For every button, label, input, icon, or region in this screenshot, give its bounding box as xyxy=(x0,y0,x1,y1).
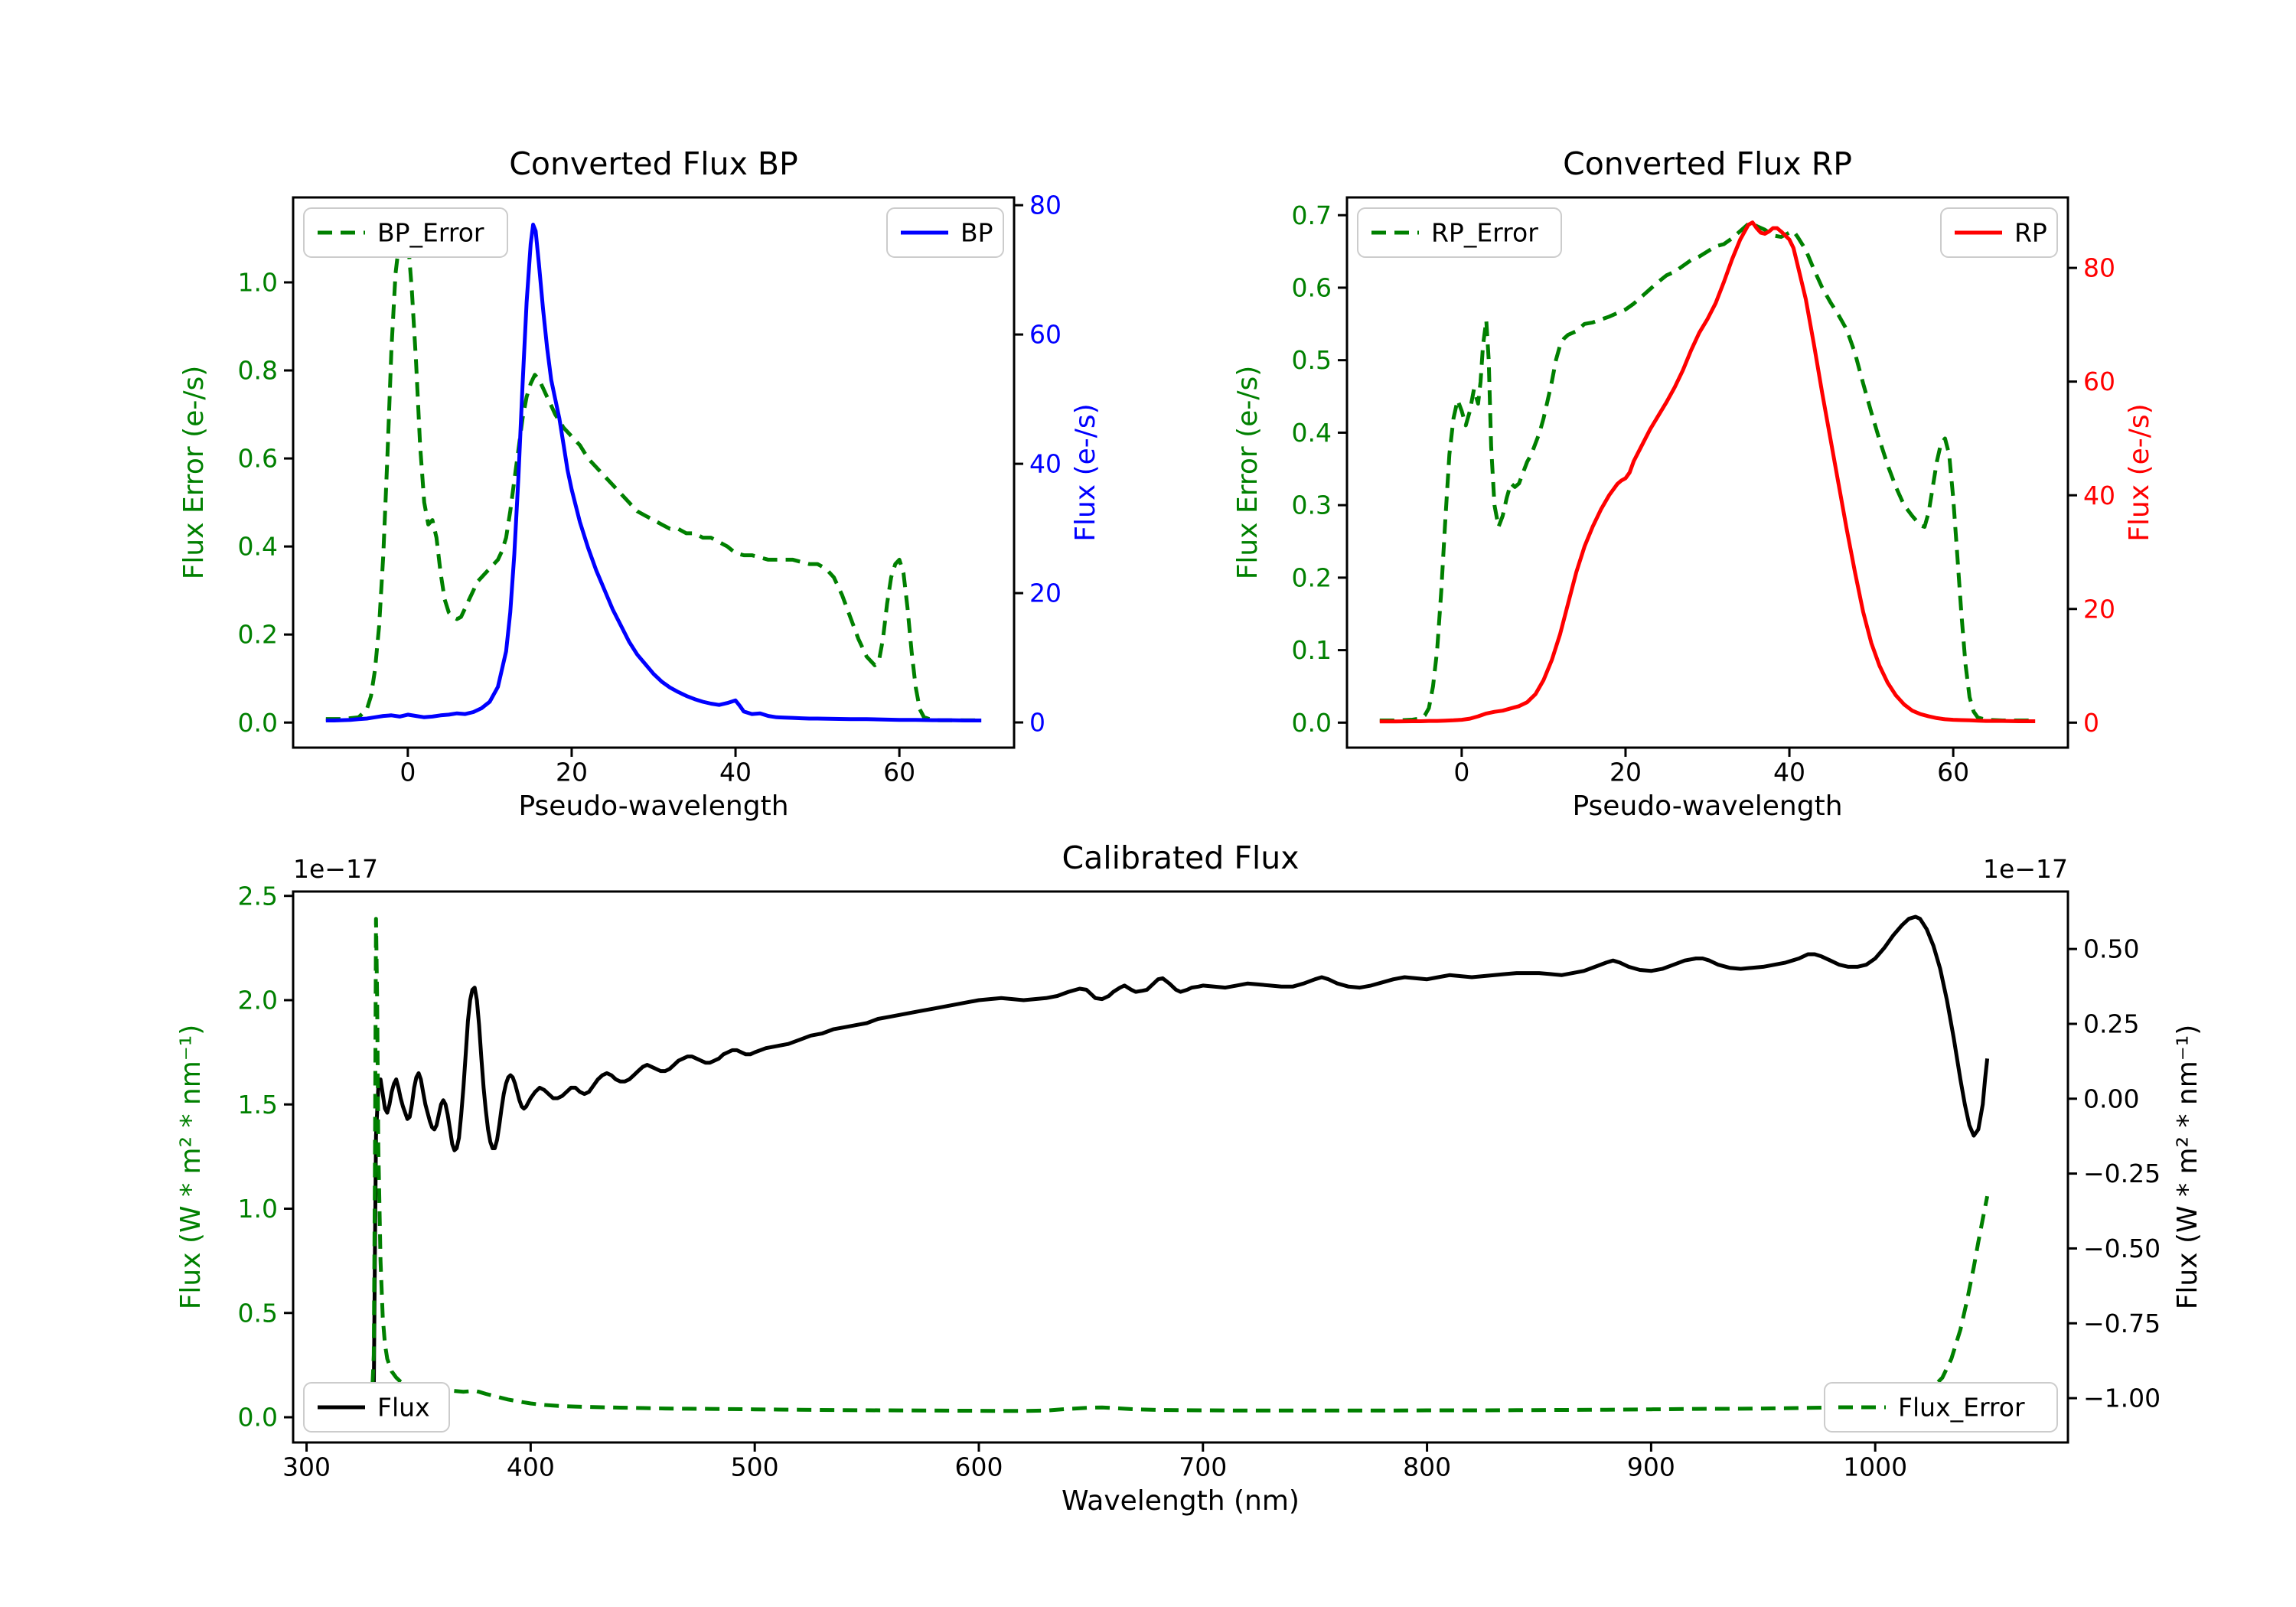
cal-plot-area xyxy=(370,914,1990,1413)
x-tick-label: 1000 xyxy=(1843,1452,1907,1482)
series-Flux xyxy=(371,914,1990,1393)
left-tick-label: 0.6 xyxy=(238,444,278,474)
bp-left-axis-label: Flux Error (e-/s) xyxy=(178,366,210,580)
legend-label: BP xyxy=(960,218,993,248)
right-tick-label: 0 xyxy=(2083,708,2099,738)
left-tick-label: 0.0 xyxy=(238,1403,278,1433)
left-tick-label: 2.5 xyxy=(238,881,278,911)
x-tick-label: 0 xyxy=(1453,757,1469,787)
x-tick-label: 800 xyxy=(1403,1452,1451,1482)
right-tick-label: −0.50 xyxy=(2083,1234,2161,1263)
rp-title: Converted Flux RP xyxy=(1563,145,1852,182)
left-tick-label: 2.0 xyxy=(238,986,278,1015)
right-tick-label: 60 xyxy=(1029,320,1062,350)
series-BP xyxy=(325,223,982,722)
right-tick-label: −1.00 xyxy=(2083,1384,2161,1413)
rp-axes-frame xyxy=(1345,196,2069,749)
right-tick-label: 40 xyxy=(1029,449,1062,479)
x-tick-label: 900 xyxy=(1627,1452,1675,1482)
series-RP xyxy=(1379,220,2036,724)
legend-label: Flux_Error xyxy=(1898,1393,2025,1423)
right-tick-label: −0.25 xyxy=(2083,1159,2161,1188)
left-tick-label: 0.5 xyxy=(1292,345,1332,375)
x-tick-label: 60 xyxy=(883,757,915,787)
legend-label: RP_Error xyxy=(1431,218,1538,248)
right-tick-label: 80 xyxy=(2083,253,2115,283)
right-tick-label: 0.25 xyxy=(2083,1009,2139,1039)
x-tick-label: 20 xyxy=(556,757,588,787)
left-tick-label: 1.5 xyxy=(238,1090,278,1120)
x-tick-label: 40 xyxy=(719,757,752,787)
x-tick-label: 0 xyxy=(400,757,416,787)
chart-bp: 0 20 40 60 0.0 0.2 0.4 0.6 0.8 1.0 0 20 40 60 80 Flux E… xyxy=(178,145,1101,822)
right-tick-label: −0.75 xyxy=(2083,1309,2161,1338)
left-tick-label: 0.4 xyxy=(238,532,278,562)
legend-label: Flux xyxy=(377,1393,430,1423)
cal-title: Calibrated Flux xyxy=(1062,839,1299,876)
rp-plot-area xyxy=(1379,220,2036,724)
rp-x-axis-label: Pseudo-wavelength xyxy=(1572,790,1842,822)
legend-label: RP xyxy=(2014,218,2047,248)
right-tick-label: 0.00 xyxy=(2083,1084,2139,1113)
right-tick-label: 80 xyxy=(1029,191,1062,220)
legend-box xyxy=(1824,1382,2058,1433)
right-tick-label: 60 xyxy=(2083,367,2115,396)
left-tick-label: 1.0 xyxy=(238,1194,278,1224)
left-tick-label: 0.6 xyxy=(1292,272,1332,302)
right-tick-label: 20 xyxy=(1029,579,1062,608)
bp-right-axis-label: Flux (e-/s) xyxy=(1070,403,1101,541)
left-tick-label: 0.4 xyxy=(1292,418,1332,448)
x-tick-label: 40 xyxy=(1773,757,1805,787)
cal-right-axis-label: Flux (W * m² * nm⁻¹) xyxy=(2172,1025,2203,1310)
x-tick-label: 60 xyxy=(1937,757,1969,787)
rp-left-axis-label: Flux Error (e-/s) xyxy=(1232,366,1264,580)
left-tick-label: 0.0 xyxy=(238,708,278,738)
cal-axes-frame xyxy=(292,890,2069,1444)
chart-cal: 300 400 500 600 700 800 900 1000 0.0 0.5 1.0 1.5 2.0… xyxy=(175,839,2203,1517)
x-tick-label: 700 xyxy=(1179,1452,1227,1482)
right-tick-label: 40 xyxy=(2083,481,2115,510)
bp-plot-area xyxy=(325,223,982,722)
chart-rp: 0 20 40 60 0.0 0.1 0.2 0.3 0.4 0.5 0.6 0.7 0 20 40 60 80… xyxy=(1232,145,2155,822)
left-tick-label: 0.8 xyxy=(238,356,278,386)
legend-box xyxy=(303,207,508,258)
right-axis-offset-text: 1e−17 xyxy=(1983,854,2068,884)
series-BP_Error xyxy=(325,223,982,722)
left-tick-label: 0.7 xyxy=(1292,200,1332,230)
x-tick-label: 400 xyxy=(507,1452,555,1482)
left-tick-label: 1.0 xyxy=(238,268,278,298)
left-axis-offset-text: 1e−17 xyxy=(293,854,378,884)
left-tick-label: 0.3 xyxy=(1292,491,1332,520)
left-tick-label: 0.5 xyxy=(238,1298,278,1328)
x-tick-label: 500 xyxy=(731,1452,779,1482)
left-tick-label: 0.2 xyxy=(1292,562,1332,592)
bp-title: Converted Flux BP xyxy=(509,145,798,182)
cal-left-axis-label: Flux (W * m² * nm⁻¹) xyxy=(175,1025,207,1310)
x-tick-label: 20 xyxy=(1609,757,1642,787)
rp-right-axis-label: Flux (e-/s) xyxy=(2124,403,2155,541)
bp-x-axis-label: Pseudo-wavelength xyxy=(518,790,788,822)
legend-box xyxy=(1357,207,1562,258)
right-tick-label: 0.50 xyxy=(2083,934,2139,964)
bp-axes-frame xyxy=(292,196,1016,749)
right-tick-label: 0 xyxy=(1029,708,1045,738)
left-tick-label: 0.1 xyxy=(1292,635,1332,665)
cal-x-axis-label: Wavelength (nm) xyxy=(1062,1485,1300,1517)
right-tick-label: 20 xyxy=(2083,594,2115,624)
x-tick-label: 600 xyxy=(954,1452,1003,1482)
legend-label: BP_Error xyxy=(377,218,484,248)
legend-box xyxy=(303,1382,450,1433)
left-tick-label: 0.2 xyxy=(238,620,278,650)
series-RP_Error xyxy=(1379,220,2036,722)
x-tick-label: 300 xyxy=(282,1452,331,1482)
left-tick-label: 0.0 xyxy=(1292,708,1332,738)
